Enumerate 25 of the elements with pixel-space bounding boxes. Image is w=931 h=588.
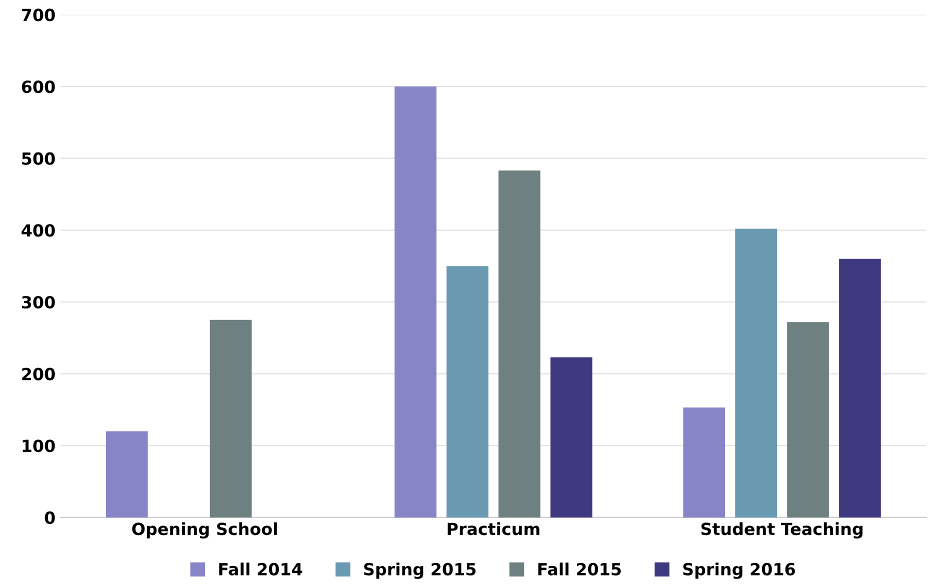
bar xyxy=(735,228,777,518)
y-tick-label: 300 xyxy=(22,296,55,309)
y-tick-label: 600 xyxy=(22,80,55,94)
legend-label: Fall 2015 xyxy=(538,562,621,576)
y-tick-label: 500 xyxy=(22,152,55,165)
legend-label: Spring 2015 xyxy=(364,562,476,579)
bar xyxy=(787,322,829,518)
y-tick-label: 0 xyxy=(44,511,55,524)
bar xyxy=(394,86,436,518)
y-tick-label: 700 xyxy=(22,8,55,22)
bar xyxy=(839,258,881,518)
y-tick-label: 200 xyxy=(22,368,55,380)
bar xyxy=(106,431,148,518)
legend-label: Fall 2014 xyxy=(219,562,302,576)
bar xyxy=(210,320,252,518)
y-tick-label: 400 xyxy=(22,224,55,237)
x-tick-label: Opening School xyxy=(132,522,277,539)
x-tick-label: Student Teaching xyxy=(701,522,862,539)
legend-label: Spring 2016 xyxy=(683,562,795,579)
bar xyxy=(683,408,726,518)
y-tick-label: 100 xyxy=(22,440,55,452)
bar xyxy=(550,357,592,518)
bar xyxy=(446,266,488,518)
bar xyxy=(498,170,540,518)
x-tick-label: Practicum xyxy=(448,522,540,536)
